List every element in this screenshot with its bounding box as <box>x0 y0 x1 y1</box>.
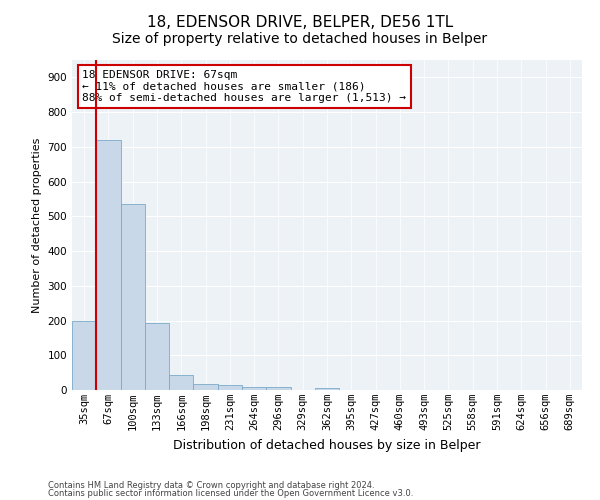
X-axis label: Distribution of detached houses by size in Belper: Distribution of detached houses by size … <box>173 438 481 452</box>
Text: Contains public sector information licensed under the Open Government Licence v3: Contains public sector information licen… <box>48 489 413 498</box>
Bar <box>169 376 193 390</box>
Text: Size of property relative to detached houses in Belper: Size of property relative to detached ho… <box>112 32 488 46</box>
Bar <box>218 386 242 390</box>
Text: 18 EDENSOR DRIVE: 67sqm
← 11% of detached houses are smaller (186)
88% of semi-d: 18 EDENSOR DRIVE: 67sqm ← 11% of detache… <box>82 70 406 103</box>
Bar <box>193 384 218 390</box>
Bar <box>266 387 290 390</box>
Y-axis label: Number of detached properties: Number of detached properties <box>32 138 42 312</box>
Bar <box>145 323 169 390</box>
Bar <box>121 204 145 390</box>
Text: 18, EDENSOR DRIVE, BELPER, DE56 1TL: 18, EDENSOR DRIVE, BELPER, DE56 1TL <box>147 15 453 30</box>
Bar <box>72 320 96 390</box>
Bar <box>242 387 266 390</box>
Text: Contains HM Land Registry data © Crown copyright and database right 2024.: Contains HM Land Registry data © Crown c… <box>48 480 374 490</box>
Bar <box>315 388 339 390</box>
Bar <box>96 140 121 390</box>
